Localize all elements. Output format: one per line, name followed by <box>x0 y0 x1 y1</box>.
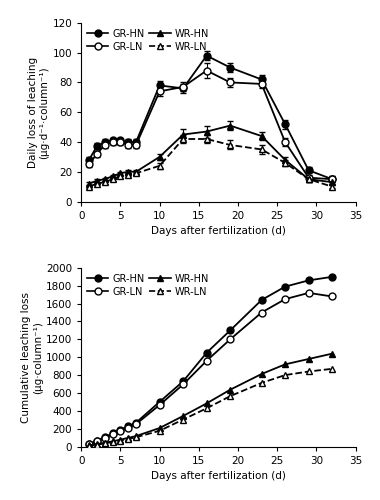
Y-axis label: Cumulative leaching loss
(μg·column⁻¹): Cumulative leaching loss (μg·column⁻¹) <box>22 292 43 422</box>
Legend: GR-HN, GR-LN, WR-HN, WR-LN: GR-HN, GR-LN, WR-HN, WR-LN <box>86 28 210 52</box>
X-axis label: Days after fertilization (d): Days after fertilization (d) <box>151 471 286 481</box>
Y-axis label: Daily loss of leaching
(μg·d⁻¹·column⁻¹): Daily loss of leaching (μg·d⁻¹·column⁻¹) <box>28 56 49 168</box>
X-axis label: Days after fertilization (d): Days after fertilization (d) <box>151 226 286 236</box>
Legend: GR-HN, GR-LN, WR-HN, WR-LN: GR-HN, GR-LN, WR-HN, WR-LN <box>86 273 210 297</box>
